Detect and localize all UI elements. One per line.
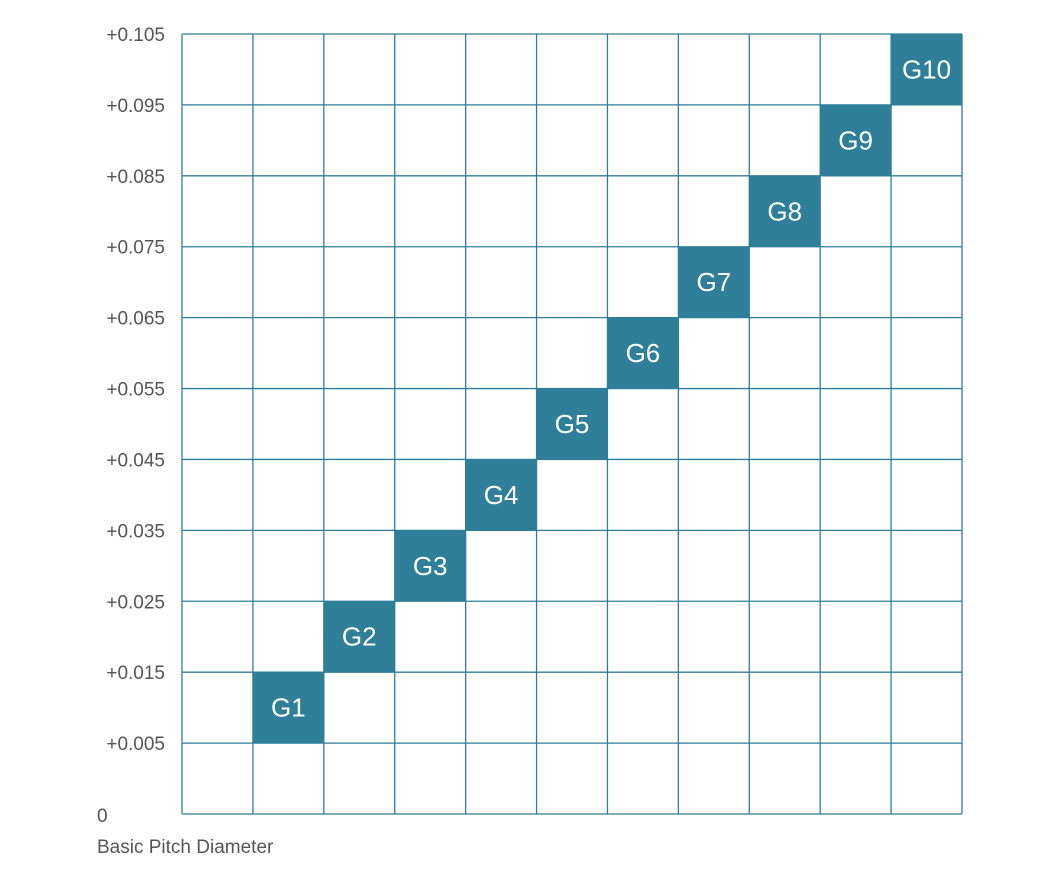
y-tick-label: +0.025: [106, 592, 165, 613]
cell-label-g6: G6: [626, 338, 661, 368]
cell-g9: [820, 104, 892, 176]
y-tick-label: +0.005: [106, 734, 165, 755]
y-tick-label: +0.035: [106, 521, 165, 542]
y-tick-label: +0.095: [106, 96, 165, 117]
x-axis-label: Basic Pitch Diameter: [97, 837, 274, 858]
cell-g4: [465, 459, 537, 531]
y-tick-label: +0.045: [106, 450, 165, 471]
cell-label-g1: G1: [271, 693, 306, 723]
cell-label-g8: G8: [767, 196, 802, 226]
cell-label-g2: G2: [342, 622, 377, 652]
cell-g8: [749, 175, 821, 247]
cell-g5: [536, 388, 608, 460]
cell-label-g7: G7: [696, 267, 731, 297]
y-tick-labels: 0 +0.005 +0.015 +0.025 +0.035 +0.045 +0.055 +0.…: [97, 25, 165, 827]
cell-g2: [323, 601, 395, 673]
cell-g1: [252, 672, 324, 744]
y-tick-label: +0.085: [106, 167, 165, 188]
y-tick-label: +0.015: [106, 663, 165, 684]
y-tick-label: +0.105: [106, 25, 165, 46]
y-tick-label: 0: [97, 806, 108, 827]
cell-labels-layer: G1 G2 G3 G4 G5 G6 G7 G8 G9 G10: [271, 54, 951, 722]
y-tick-label: +0.055: [106, 380, 165, 401]
cell-label-g4: G4: [484, 480, 519, 510]
cell-g7: [678, 246, 750, 318]
cell-label-g3: G3: [413, 551, 448, 581]
cell-g3: [394, 530, 466, 602]
cell-g10: [891, 34, 962, 105]
grid-layer: [181, 33, 963, 815]
cell-label-g9: G9: [838, 125, 873, 155]
cells-layer: [252, 34, 962, 744]
y-tick-label: +0.075: [106, 238, 165, 259]
cell-label-g5: G5: [555, 409, 590, 439]
cell-g6: [607, 317, 679, 389]
y-tick-label: +0.065: [106, 309, 165, 330]
cell-label-g10: G10: [902, 54, 951, 84]
